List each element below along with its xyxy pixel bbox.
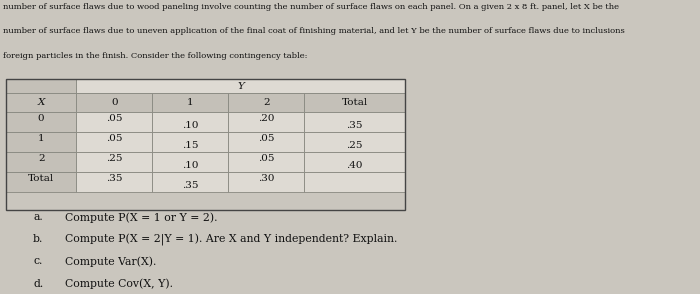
Text: .40: .40 [346, 161, 363, 170]
Bar [152, 152, 228, 172]
Text: Y: Y [237, 81, 244, 91]
Text: .05: .05 [258, 134, 274, 143]
Bar [6, 79, 76, 93]
Text: X: X [38, 98, 45, 107]
Text: Compute P(X = 2|Y = 1). Are X and Y independent? Explain.: Compute P(X = 2|Y = 1). Are X and Y inde… [65, 234, 398, 246]
Bar [152, 112, 228, 132]
Text: .25: .25 [106, 154, 122, 163]
Text: foreign particles in the finish. Consider the following contingency table:: foreign particles in the finish. Conside… [3, 52, 307, 60]
Text: a.: a. [34, 212, 43, 222]
Text: b.: b. [33, 234, 43, 244]
Text: 1: 1 [38, 134, 45, 143]
Text: d.: d. [33, 278, 43, 288]
Bar [76, 132, 152, 152]
Bar [152, 132, 228, 152]
Text: .10: .10 [182, 161, 199, 170]
Bar [76, 93, 152, 112]
Text: number of surface flaws due to wood paneling involve counting the number of surf: number of surface flaws due to wood pane… [3, 3, 619, 11]
Text: 2: 2 [263, 98, 270, 107]
Text: .05: .05 [106, 114, 122, 123]
Bar [304, 112, 405, 132]
Text: .10: .10 [182, 121, 199, 130]
Text: .35: .35 [182, 181, 199, 190]
Bar [228, 93, 304, 112]
Bar [152, 93, 228, 112]
Bar [6, 132, 76, 152]
Text: Compute P(X = 1 or Y = 2).: Compute P(X = 1 or Y = 2). [65, 212, 218, 223]
Bar [76, 172, 152, 192]
Text: .35: .35 [106, 174, 122, 183]
Text: Total: Total [28, 174, 55, 183]
Text: .35: .35 [346, 121, 363, 130]
Bar [228, 132, 304, 152]
Text: .05: .05 [258, 154, 274, 163]
Bar [76, 152, 152, 172]
Bar [6, 79, 405, 210]
Bar [76, 112, 152, 132]
Text: Compute Cov(X, Y).: Compute Cov(X, Y). [65, 278, 173, 289]
Bar [228, 112, 304, 132]
Text: 0: 0 [38, 114, 45, 123]
Bar [6, 152, 76, 172]
Text: .15: .15 [182, 141, 199, 150]
Text: number of surface flaws due to uneven application of the final coat of finishing: number of surface flaws due to uneven ap… [3, 27, 625, 36]
Bar [304, 132, 405, 152]
Bar [228, 152, 304, 172]
Text: .25: .25 [346, 141, 363, 150]
Text: Compute Var(X).: Compute Var(X). [65, 256, 156, 267]
Bar [76, 79, 405, 93]
Text: 1: 1 [187, 98, 194, 107]
Bar [6, 112, 76, 132]
Text: Total: Total [342, 98, 368, 107]
Bar [304, 152, 405, 172]
Text: 0: 0 [111, 98, 118, 107]
Bar [228, 172, 304, 192]
Bar [304, 93, 405, 112]
Text: c.: c. [34, 256, 43, 266]
Text: .20: .20 [258, 114, 274, 123]
Text: 2: 2 [38, 154, 45, 163]
Bar [6, 93, 76, 112]
Text: .30: .30 [258, 174, 274, 183]
Text: .05: .05 [106, 134, 122, 143]
Bar [304, 172, 405, 192]
Bar [6, 172, 76, 192]
Bar [152, 172, 228, 192]
